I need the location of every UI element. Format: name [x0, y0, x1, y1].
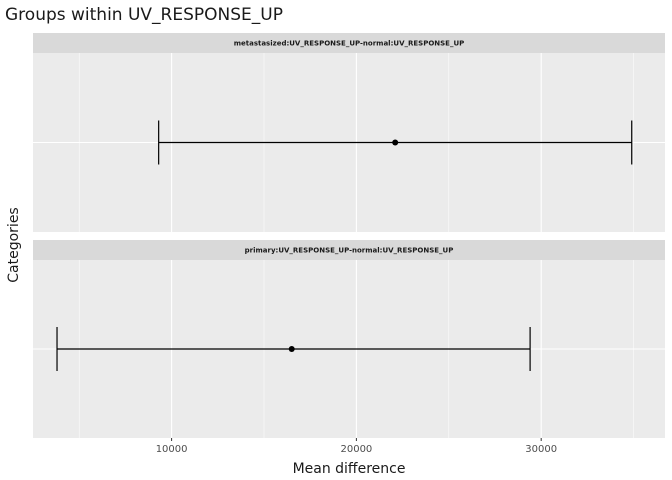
x-tick-label: 30000	[525, 444, 557, 455]
facet-strip	[33, 240, 665, 260]
chart-title: Groups within UV_RESPONSE_UP	[5, 5, 283, 25]
x-tick-label: 10000	[156, 444, 188, 455]
x-tick-label: 20000	[340, 444, 372, 455]
estimate-point	[392, 139, 399, 146]
x-axis-title: Mean difference	[293, 461, 406, 477]
facet-panel: primary:UV_RESPONSE_UP-normal:UV_RESPONS…	[33, 240, 665, 438]
facet-strip-label: primary:UV_RESPONSE_UP-normal:UV_RESPONS…	[245, 247, 454, 255]
estimate-point	[288, 346, 295, 352]
y-axis-title: Categories	[6, 207, 22, 282]
facet-panels: metastasized:UV_RESPONSE_UP-normal:UV_RE…	[33, 33, 665, 438]
facet-strip-label: metastasized:UV_RESPONSE_UP-normal:UV_RE…	[234, 40, 465, 48]
x-axis: 10000 20000 30000	[156, 438, 557, 455]
facet-strip	[33, 33, 665, 53]
facet-panel: metastasized:UV_RESPONSE_UP-normal:UV_RE…	[33, 33, 665, 232]
